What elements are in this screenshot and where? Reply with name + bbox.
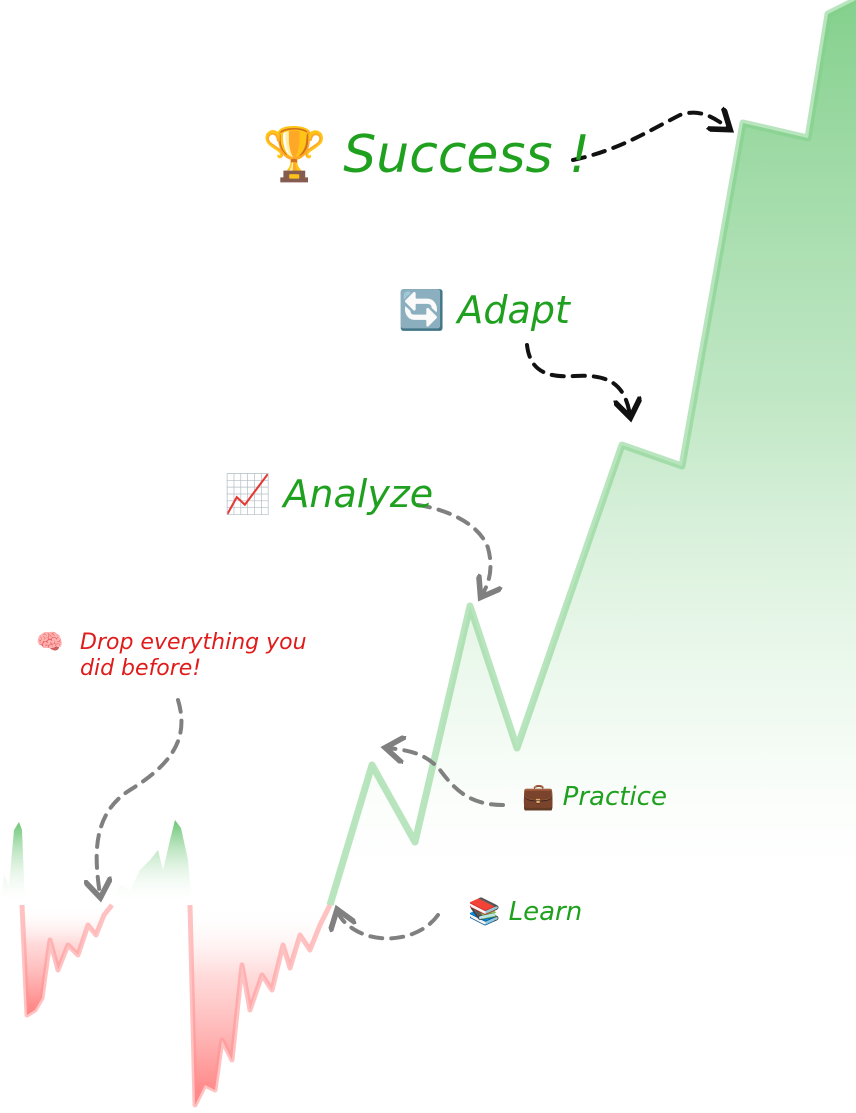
arrow-adapt-to-dip (525, 343, 630, 415)
step-practice: 💼 Practice (522, 782, 667, 812)
step-drop-label-line2: did before! (80, 656, 202, 681)
step-learn: 📚 Learn (468, 897, 582, 927)
step-learn-label: Learn (508, 897, 583, 927)
arrow-drop-to-bottom (97, 698, 184, 895)
step-drop-label-line1: Drop everything you (80, 630, 307, 655)
falling-red-area (19, 903, 333, 1108)
step-analyze: 📈 Analyze (224, 472, 433, 517)
arrow-practice-to-peak (388, 748, 505, 807)
trophy-icon: 🏆 (262, 125, 327, 185)
arrow-learn-to-start (338, 912, 440, 941)
rising-green-area (326, 0, 856, 907)
step-analyze-label: Analyze (283, 472, 434, 516)
briefcase-icon: 💼 (522, 782, 555, 812)
chart-increasing-icon: 📈 (224, 472, 272, 516)
step-success-label: Success ! (343, 125, 590, 185)
arrows-cycle-icon: 🔄 (398, 288, 446, 332)
books-icon: 📚 (468, 897, 501, 927)
step-adapt: 🔄 Adapt (398, 288, 570, 333)
brain-icon: 🧠 (36, 630, 64, 655)
arrow-success-to-peak (571, 113, 728, 162)
arrow-analyze-to-peak (416, 503, 490, 595)
step-drop: 🧠 Drop everything you did before! (36, 630, 307, 682)
step-success: 🏆 Success ! (262, 124, 590, 185)
step-adapt-label: Adapt (457, 288, 570, 332)
left-green-spikes (0, 820, 192, 905)
step-practice-label: Practice (562, 782, 667, 812)
